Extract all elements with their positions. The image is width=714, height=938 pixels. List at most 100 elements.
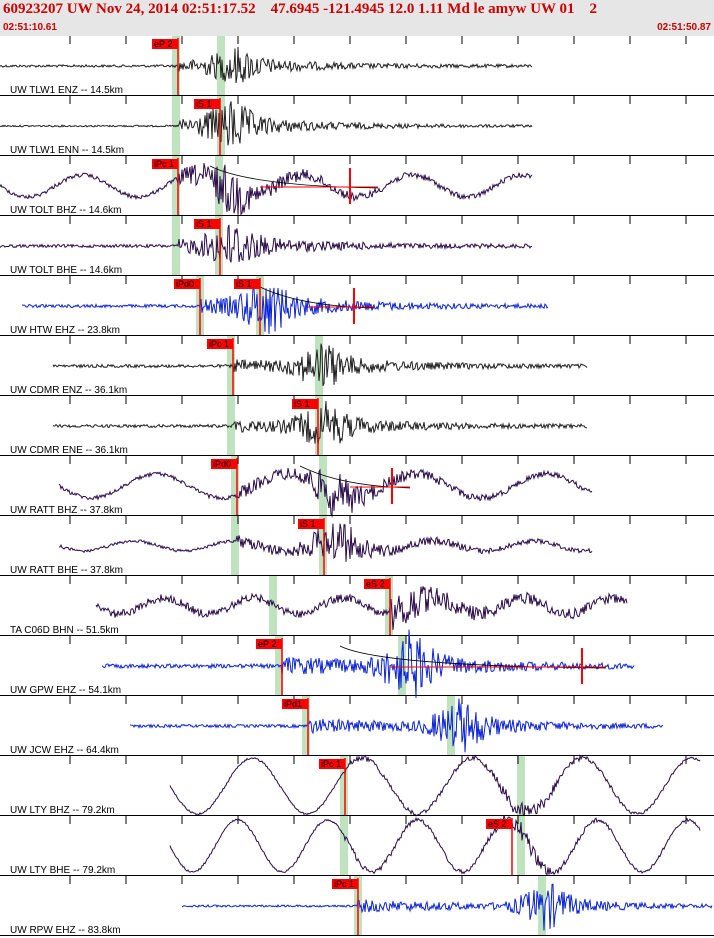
phase-pick[interactable]: iPc 1 bbox=[152, 158, 179, 216]
station-label: UW TLW1 ENN -- 14.5km bbox=[10, 145, 124, 156]
pick-flag bbox=[211, 459, 237, 469]
phase-pick[interactable]: iPc 1 bbox=[332, 878, 359, 936]
pick-label: eP 2 bbox=[258, 639, 276, 649]
pick-flag bbox=[292, 399, 318, 409]
trace-row[interactable]: iPd0 iS 1 UW HTW EHZ -- 23.8km bbox=[0, 276, 714, 336]
pick-label: eP 2 bbox=[154, 39, 172, 49]
arrival-band bbox=[315, 396, 323, 456]
pick-flag bbox=[194, 219, 220, 229]
pick-flag bbox=[256, 639, 282, 649]
pick-label: iPc 1 bbox=[321, 759, 341, 769]
trace-row[interactable]: eP 2 UW TLW1 ENZ -- 14.5km bbox=[0, 36, 714, 96]
station-label: UW GPW EHZ -- 54.1km bbox=[10, 685, 121, 696]
pick-label: iPc 1 bbox=[334, 879, 354, 889]
station-label: UW CDMR ENE -- 36.1km bbox=[10, 445, 128, 456]
phase-pick[interactable]: eS 2 bbox=[486, 818, 513, 876]
trace-row[interactable]: eS 2 UW LTY BHE -- 79.2km bbox=[0, 815, 714, 876]
pick-label: iPc 1 bbox=[154, 159, 174, 169]
trace-row[interactable]: iS 1 UW CDMR ENE -- 36.1km bbox=[0, 396, 714, 456]
pick-label: iS 1 bbox=[196, 99, 212, 109]
waveform bbox=[95, 586, 628, 630]
pick-label: iS 1 bbox=[294, 399, 310, 409]
trace-row[interactable]: iPc 1 UW CDMR ENZ -- 36.1km bbox=[0, 336, 714, 396]
station-label: UW TOLT BHZ -- 14.6km bbox=[10, 205, 122, 216]
event-header: 60923207 UW Nov 24, 2014 02:51:17.52 47.… bbox=[0, 0, 714, 36]
pick-label: iPd0 bbox=[176, 279, 194, 289]
phase-pick[interactable]: iPd0 bbox=[211, 458, 238, 516]
station-label: UW TLW1 ENZ -- 14.5km bbox=[10, 85, 123, 96]
station-label: UW RPW EHZ -- 83.8km bbox=[10, 925, 121, 936]
waveform bbox=[101, 629, 635, 698]
pick-label: iPd1 bbox=[284, 699, 302, 709]
trace-row[interactable]: iPc 1 UW LTY BHZ -- 79.2km bbox=[0, 754, 714, 821]
phase-pick[interactable]: iS 1 bbox=[298, 518, 325, 576]
station-label: UW CDMR ENZ -- 36.1km bbox=[10, 385, 127, 396]
phase-pick[interactable]: eP 2 bbox=[256, 638, 283, 696]
trace-row[interactable]: iPc 1 UW RPW EHZ -- 83.8km bbox=[0, 876, 714, 936]
waveform bbox=[129, 698, 664, 753]
pick-label: eS 2 bbox=[488, 819, 507, 829]
waveform bbox=[181, 883, 713, 931]
trace-row[interactable]: iPc 1 UW TOLT BHZ -- 14.6km bbox=[0, 156, 714, 216]
trace-row[interactable]: iPd0 UW RATT BHZ -- 37.8km bbox=[0, 456, 714, 518]
arrival-band bbox=[215, 216, 223, 276]
phase-pick[interactable]: iS 1 bbox=[234, 278, 261, 336]
event-title: 60923207 UW Nov 24, 2014 02:51:17.52 47.… bbox=[3, 1, 598, 17]
station-label: UW LTY BHE -- 79.2km bbox=[10, 865, 115, 876]
waveform bbox=[52, 343, 588, 386]
pick-flag bbox=[332, 879, 358, 889]
waveform bbox=[0, 163, 533, 216]
pick-label: iPd0 bbox=[213, 459, 231, 469]
arrival-band bbox=[340, 756, 348, 816]
trace-row[interactable]: eS 2 TA C06D BHN -- 51.5km bbox=[0, 576, 714, 636]
pick-flag bbox=[364, 579, 390, 589]
pick-flag bbox=[207, 339, 233, 349]
trace-row[interactable]: eP 2 UW GPW EHZ -- 54.1km bbox=[0, 629, 714, 698]
arrival-band bbox=[231, 456, 239, 516]
pick-flag bbox=[152, 159, 178, 169]
arrival-band bbox=[217, 96, 225, 156]
arrival-band bbox=[538, 876, 546, 936]
phase-pick[interactable]: iS 1 bbox=[194, 218, 221, 276]
phase-pick[interactable]: iS 1 bbox=[194, 98, 221, 156]
arrival-band bbox=[215, 156, 223, 216]
waveform bbox=[0, 101, 533, 146]
trace-row[interactable]: iS 1 UW RATT BHE -- 37.8km bbox=[0, 516, 714, 576]
arrival-band bbox=[217, 36, 225, 96]
phase-pick[interactable]: iPd0 bbox=[174, 278, 201, 336]
trace-row[interactable]: iS 1 UW TLW1 ENN -- 14.5km bbox=[0, 96, 714, 156]
pick-flag bbox=[194, 99, 220, 109]
waveform bbox=[21, 287, 549, 334]
phase-pick[interactable]: iPd1 bbox=[282, 698, 309, 756]
phase-pick[interactable]: eP 2 bbox=[152, 38, 179, 96]
waveform bbox=[58, 523, 593, 562]
trace-row[interactable]: iPd1 UW JCW EHZ -- 64.4km bbox=[0, 696, 714, 756]
trace-row[interactable]: iS 1 UW TOLT BHE -- 14.6km bbox=[0, 216, 714, 276]
phase-pick[interactable]: iPc 1 bbox=[319, 758, 346, 816]
arrival-band bbox=[315, 336, 323, 396]
pick-flag bbox=[319, 759, 345, 769]
pick-label: iS 1 bbox=[300, 519, 316, 529]
pick-flag bbox=[174, 279, 200, 289]
station-label: TA C06D BHN -- 51.5km bbox=[10, 625, 119, 636]
arrival-band bbox=[319, 456, 327, 516]
phase-pick[interactable]: iPc 1 bbox=[207, 338, 234, 396]
coda-curve bbox=[339, 645, 607, 669]
pick-flag bbox=[486, 819, 512, 829]
arrival-band bbox=[517, 756, 525, 816]
station-label: UW RATT BHE -- 37.8km bbox=[10, 565, 123, 576]
phase-pick[interactable]: iS 1 bbox=[292, 398, 319, 456]
pick-flag bbox=[152, 39, 178, 49]
pick-label: iS 1 bbox=[236, 279, 252, 289]
time-end-label: 02:51:50.87 bbox=[657, 22, 711, 33]
arrival-band bbox=[172, 156, 180, 216]
waveform bbox=[0, 224, 533, 263]
arrival-band bbox=[517, 816, 525, 876]
seismogram-panel[interactable]: eP 2 UW TLW1 ENZ -- 14.5km iS 1 UW TLW1 ENN… bbox=[0, 36, 714, 938]
station-label: UW HTW EHZ -- 23.8km bbox=[10, 325, 120, 336]
station-label: UW TOLT BHE -- 14.6km bbox=[10, 265, 122, 276]
waveform bbox=[169, 815, 701, 876]
pick-flag bbox=[282, 699, 308, 709]
phase-pick[interactable]: eS 2 bbox=[364, 578, 391, 636]
time-start-label: 02:51:10.61 bbox=[3, 22, 57, 33]
